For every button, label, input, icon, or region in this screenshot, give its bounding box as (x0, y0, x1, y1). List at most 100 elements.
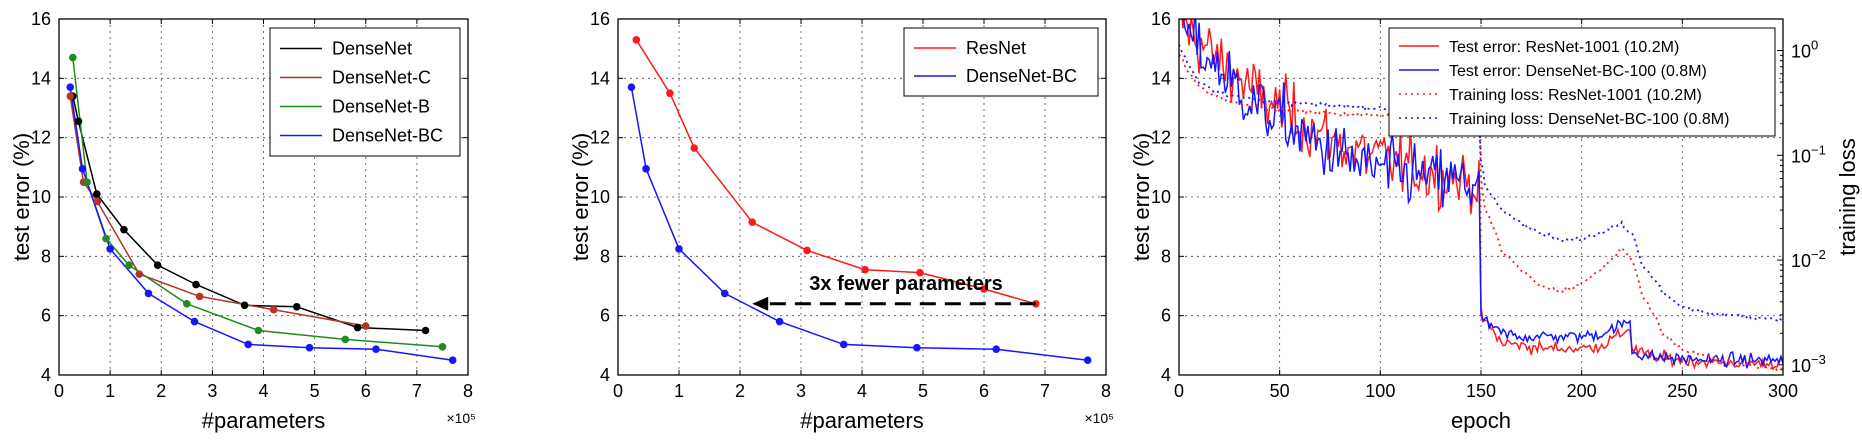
data-point (74, 117, 83, 126)
legend: DenseNet DenseNet-C DenseNet-B DenseNet-BC (269, 27, 461, 157)
axes-frame (58, 18, 469, 376)
data-point (913, 343, 921, 352)
data-point (195, 292, 204, 301)
y-tick-label: 6 (41, 306, 51, 326)
x-tick-label: 0 (613, 381, 623, 401)
y-tick-label: 16 (1151, 9, 1171, 29)
data-point (372, 345, 380, 353)
x-tick-label: 0 (54, 381, 64, 401)
x-tick-label: 8 (463, 381, 473, 401)
y-tick-label: 4 (600, 365, 610, 385)
x-tick-label: 1 (105, 381, 115, 401)
legend: ResNet DenseNet-BC (903, 27, 1099, 97)
x-tick-label: 1 (674, 381, 684, 401)
data-point (69, 53, 77, 62)
y-tick-label: 8 (600, 246, 610, 266)
y-tick-label: 4 (1161, 365, 1171, 385)
y2-tick-label: 10−3 (1791, 352, 1826, 376)
data-point (305, 343, 314, 352)
x-tick-label: 5 (918, 381, 928, 401)
data-point (861, 265, 869, 274)
y-tick-label: 12 (31, 128, 51, 148)
x-tick-label: 6 (979, 381, 989, 401)
data-point (183, 300, 191, 308)
legend-label: Test error: ResNet-1001 (10.2M) (1449, 39, 1679, 56)
data-point (632, 35, 641, 44)
x-exponent-label: ×10⁵ (446, 410, 476, 426)
data-point (675, 245, 683, 253)
x-tick-label: 5 (310, 381, 320, 401)
y-tick-label: 6 (1161, 306, 1171, 326)
plot-area (1179, 19, 1783, 372)
data-point (690, 144, 699, 152)
y-tick-label: 8 (41, 246, 51, 266)
data-point (125, 261, 133, 270)
data-point (421, 326, 430, 335)
data-point (992, 345, 1000, 353)
legend-box (903, 27, 1099, 97)
y-tick-label: 4 (41, 365, 51, 385)
x-tick-label: 0 (1174, 381, 1184, 401)
series-line-3 (1179, 54, 1783, 372)
data-point (292, 302, 301, 311)
x-tick-label: 2 (735, 381, 745, 401)
y-tick-label: 12 (590, 128, 610, 148)
data-point (190, 317, 199, 326)
chart-panel-3: 0 50 100 150 200 250 300 4 6 8 10 12 14 16 100 10−1 10−2… (1129, 9, 1860, 433)
data-point (748, 218, 756, 227)
annotation-arrowhead (752, 296, 769, 311)
data-point (269, 305, 278, 314)
data-point (66, 83, 75, 92)
data-point (102, 234, 110, 243)
data-point (720, 289, 729, 298)
data-point (353, 323, 362, 332)
data-point (83, 178, 91, 186)
x-axis-label: epoch (1451, 408, 1511, 433)
y-axis-label: test error (%) (568, 133, 593, 261)
y-tick-label: 8 (1161, 246, 1171, 266)
data-point (78, 165, 87, 173)
x-tick-label: 4 (258, 381, 268, 401)
legend: Test error: ResNet-1001 (10.2M) Test erro… (1388, 27, 1776, 137)
data-point (244, 340, 252, 349)
y-axis-label: test error (%) (9, 133, 34, 261)
x-tick-label: 3 (796, 381, 806, 401)
legend-label: Training loss: DenseNet-BC-100 (0.8M) (1449, 111, 1729, 128)
y-tick-label: 10 (1151, 187, 1171, 207)
x-tick-label: 250 (1667, 381, 1697, 401)
y-tick-label: 12 (1151, 128, 1171, 148)
legend-label: DenseNet (332, 39, 412, 59)
y-tick-label: 10 (590, 187, 610, 207)
data-point (1083, 356, 1092, 364)
legend-box (269, 27, 461, 157)
legend-label: DenseNet-B (332, 97, 430, 117)
data-point (642, 165, 650, 173)
data-point (438, 343, 447, 351)
data-point (803, 246, 811, 255)
x-axis-label: #parameters (800, 408, 924, 433)
data-point (144, 289, 153, 298)
legend-label: DenseNet-C (332, 68, 431, 88)
x-tick-label: 200 (1567, 381, 1597, 401)
y2-tick-label: 100 (1791, 38, 1818, 62)
y2-axis-label: training loss (1835, 138, 1860, 255)
data-point (666, 89, 674, 97)
legend-label: Training loss: ResNet-1001 (10.2M) (1449, 87, 1702, 104)
x-tick-label: 50 (1270, 381, 1290, 401)
y-tick-label: 10 (31, 187, 51, 207)
x-exponent-label: ×10⁵ (1084, 410, 1114, 426)
series-line-1 (72, 95, 426, 332)
x-tick-label: 150 (1466, 381, 1496, 401)
legend-label: DenseNet-BC (966, 66, 1077, 86)
legend-label: DenseNet-BC (332, 126, 443, 146)
y-tick-label: 16 (590, 9, 610, 29)
y-axis-label: test error (%) (1129, 133, 1154, 261)
y2-tick-label: 10−2 (1791, 247, 1826, 271)
x-tick-label: 300 (1768, 381, 1798, 401)
data-point (153, 261, 162, 270)
x-tick-label: 3 (207, 381, 217, 401)
y-tick-label: 16 (31, 9, 51, 29)
